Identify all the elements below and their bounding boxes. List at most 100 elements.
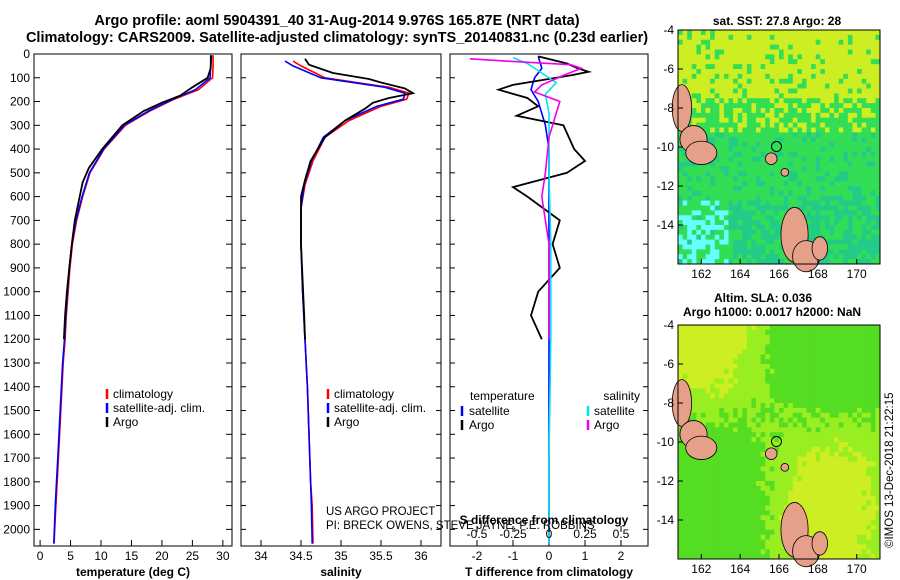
sst_map-cell [779, 181, 784, 187]
sla_map-argo-marker [770, 436, 782, 448]
sla_map-cell [843, 403, 849, 409]
sla_map-cell [742, 427, 748, 433]
sla_map-cell [751, 544, 757, 550]
sla_map-cell [857, 388, 863, 394]
sst_map-cell [857, 244, 863, 250]
sst_map-cell [811, 127, 817, 133]
sla_map-cell [705, 529, 711, 536]
sst_map-cell [700, 103, 706, 109]
sla_map-cell [779, 544, 784, 550]
sla_map-cell [687, 515, 693, 521]
sst_map-cell [852, 249, 858, 255]
sst_map-cell [806, 234, 812, 241]
sst_map-cell [774, 64, 780, 70]
salinity-legend-label: climatology [334, 387, 394, 401]
sla_map-cell [875, 325, 881, 331]
sst_map-cell [797, 127, 803, 133]
sst_map-cell [779, 210, 784, 216]
sla_map-cell [678, 495, 683, 501]
sst_map-cell [801, 147, 807, 153]
sla_map-cell [714, 334, 720, 341]
sla_map-cell [866, 403, 872, 409]
sla_map-cell [700, 329, 706, 336]
sla_map-cell [843, 481, 849, 487]
sst_map-cell [843, 259, 849, 265]
sst_map-cell [746, 205, 752, 211]
sla_map-cell [700, 388, 706, 394]
sst_map-cell [847, 147, 853, 153]
sla_map-cell [746, 505, 752, 511]
sla_map-cell [829, 432, 835, 438]
sst_map-cell [870, 151, 876, 158]
sla_map-cell [811, 456, 817, 462]
sst_map-cell [719, 147, 725, 153]
sla_map-cell [824, 329, 830, 336]
sst_map-cell [779, 30, 784, 36]
sla_map-cell [866, 437, 872, 443]
sla_map-cell [751, 432, 757, 438]
sst_map-cell [852, 176, 858, 182]
sst_map-cell [760, 190, 766, 197]
sst_map-cell [691, 161, 697, 167]
sst_map-cell [723, 34, 729, 41]
sla_map-cell [682, 329, 688, 336]
sst_map-cell [870, 108, 876, 114]
sla_map-cell [746, 339, 752, 345]
sla_map-cell [696, 485, 702, 492]
sla_map-cell [792, 368, 798, 375]
sst_map-cell [870, 244, 876, 250]
sst_map-cell [714, 132, 720, 138]
sla_map-cell [696, 364, 702, 370]
sla_map-cell [774, 373, 780, 380]
sla_map-cell [815, 524, 821, 531]
sst_map-cell [815, 156, 821, 163]
sst_map-cell [806, 64, 812, 70]
sst_map-cell [765, 249, 771, 255]
sla_map-cell [682, 446, 688, 453]
sst_map-cell [756, 244, 762, 250]
sst_map-cell [682, 210, 688, 216]
sla_map-cell [756, 442, 762, 448]
sla_map-cell [815, 359, 821, 365]
sst_map-cell [834, 78, 840, 85]
sst_map-cell [857, 137, 863, 143]
sst_map-cell [866, 181, 872, 187]
sst_map-cell [760, 49, 766, 55]
sst_map-cell [710, 225, 716, 231]
sst_map-cell [801, 205, 807, 211]
sst_map-cell [746, 220, 752, 226]
sla_map-cell [769, 334, 775, 341]
sla_map-cell [756, 359, 762, 365]
sla_map-cell [714, 466, 720, 472]
sst_map-cell [801, 210, 807, 216]
sla_map-cell [806, 510, 812, 516]
sst_map-cell [719, 59, 725, 65]
sst_map-cell [710, 112, 716, 119]
sst_map-cell [843, 44, 849, 50]
sla_map-cell [870, 378, 876, 384]
sla_map-cell [756, 446, 762, 453]
sla_map-cell [746, 325, 752, 331]
sst_map-ytick-label: -4 [663, 23, 674, 37]
sst_map-cell [838, 244, 844, 250]
sst_map-cell [705, 186, 711, 192]
sst_map-cell [687, 49, 693, 55]
sla_map-cell [769, 349, 775, 355]
sst_map-cell [779, 127, 784, 133]
sst_map-cell [733, 103, 739, 109]
sst_map-cell [811, 181, 817, 187]
sst_map-cell [678, 142, 683, 148]
sla_map-cell [682, 490, 688, 497]
sst_map-cell [737, 64, 743, 70]
sst_map-cell [779, 259, 784, 265]
temperature-ytick-label: 200 [10, 95, 30, 109]
sla_map-cell [815, 329, 821, 336]
sla_map-cell [797, 471, 803, 477]
sla_map-cell [801, 485, 807, 492]
sst_map-cell [806, 181, 812, 187]
sst_map-cell [723, 229, 729, 236]
sla_map-cell [824, 417, 830, 423]
sla_map-cell [783, 476, 789, 482]
sla_map-cell [847, 495, 853, 501]
sla_map-cell [765, 422, 771, 428]
